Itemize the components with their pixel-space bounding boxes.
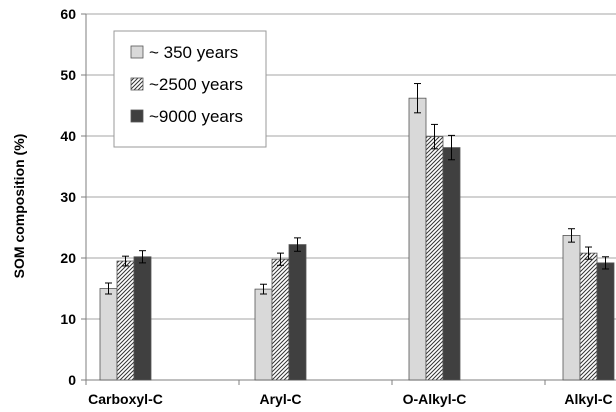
legend-swatch [130,109,144,123]
y-tick-label: 0 [68,372,76,388]
y-tick-label: 10 [60,311,76,327]
y-tick-label: 20 [60,250,76,266]
bar [442,147,461,381]
tick-labels: 0 10 20 30 40 50 60 Carboxyl-C Aryl-C O-Alkyl-C Al… [60,6,612,407]
y-tick-label: 30 [60,189,76,205]
y-tick-label: 40 [60,128,76,144]
legend: ~ 350 years ~2500 years ~9000 years [113,30,267,148]
bar [254,288,273,381]
bar [562,235,581,381]
bar [425,136,444,381]
y-axis-title: SOM composition (%) [11,134,27,279]
bar [116,260,135,381]
bar [596,262,615,381]
legend-label: ~ 350 years [149,43,238,62]
bar [408,97,427,381]
axes [81,13,616,385]
bars [99,83,615,381]
legend-label: ~2500 years [149,75,243,94]
bar [271,258,290,381]
y-tick-label: 60 [60,6,76,22]
bar [99,288,118,381]
bar [133,256,152,381]
bar [579,252,598,381]
legend-swatch [130,45,144,59]
y-tick-label: 50 [60,67,76,83]
x-category-label: Aryl-C [259,391,301,407]
legend-swatch [130,77,144,91]
legend-label: ~9000 years [149,107,243,126]
x-category-label: Alkyl-C [564,391,612,407]
x-category-label: O-Alkyl-C [403,391,467,407]
x-category-label: Carboxyl-C [88,391,163,407]
bar [288,244,307,381]
